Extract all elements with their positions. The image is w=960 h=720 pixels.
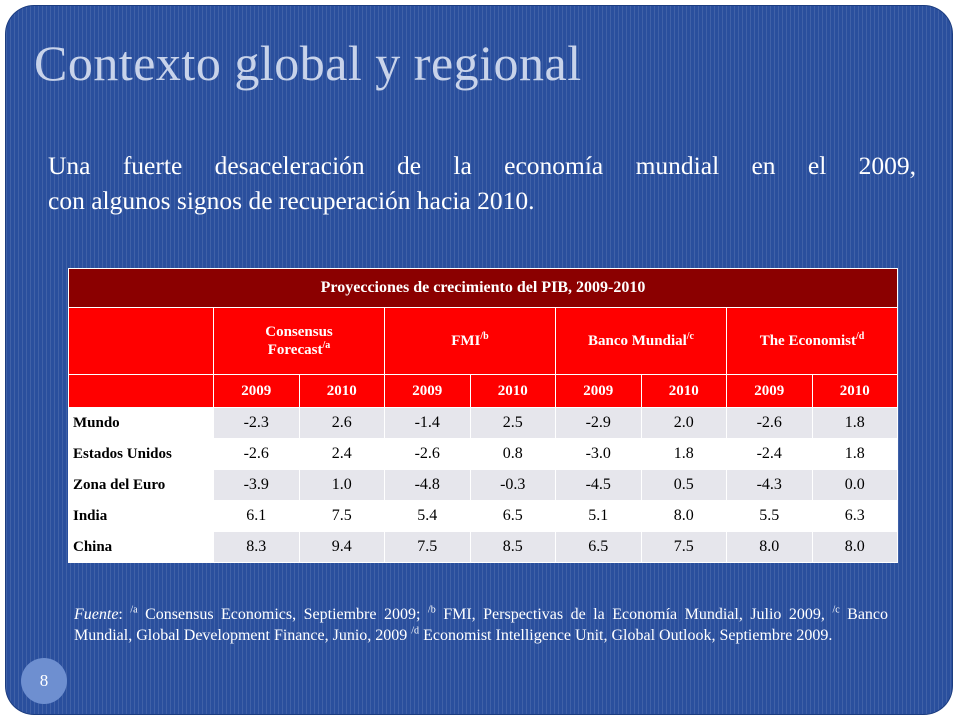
footnote-label: Fuente <box>74 606 119 623</box>
row-label: Zona del Euro <box>68 469 214 501</box>
source-note: /a <box>322 340 331 351</box>
row-label: China <box>68 531 214 563</box>
page-number: 8 <box>21 658 67 704</box>
source-header-blank <box>68 307 214 375</box>
table-cell: 6.5 <box>555 531 642 563</box>
table-cell: 1.8 <box>811 407 898 439</box>
table-cell: -4.8 <box>384 469 471 501</box>
gdp-projections-table: Proyecciones de crecimiento del PIB, 200… <box>68 268 898 563</box>
year-header: 2010 <box>811 374 898 408</box>
table-cell: 1.8 <box>640 438 727 470</box>
source-footnote: Fuente: /a Consensus Economics, Septiemb… <box>74 604 888 646</box>
table-row: China 8.3 9.4 7.5 8.5 6.5 7.5 8.0 8.0 <box>68 531 898 563</box>
year-header: 2010 <box>298 374 385 408</box>
footnote-note: /c <box>832 604 840 616</box>
table-cell: -2.4 <box>726 438 813 470</box>
table-cell: 7.5 <box>298 500 385 532</box>
table-cell: 8.0 <box>640 500 727 532</box>
table-cell: -0.3 <box>469 469 556 501</box>
table-cell: 2.6 <box>298 407 385 439</box>
table-caption: Proyecciones de crecimiento del PIB, 200… <box>68 268 898 308</box>
footnote-text: Banco Mundial, Global Development Financ… <box>74 606 889 644</box>
source-note: /b <box>480 331 489 342</box>
table-cell: -3.9 <box>213 469 300 501</box>
table-cell: -2.6 <box>726 407 813 439</box>
table-cell: -4.5 <box>555 469 642 501</box>
source-header-economist: The Economist/d <box>726 307 898 375</box>
table-cell: 6.1 <box>213 500 300 532</box>
slide-title: Contexto global y regional <box>34 35 582 91</box>
table-row: Mundo -2.3 2.6 -1.4 2.5 -2.9 2.0 -2.6 1.8 <box>68 407 898 439</box>
source-name: Consensus <box>265 324 333 340</box>
table-cell: -2.6 <box>213 438 300 470</box>
footnote-note: /a <box>130 604 138 616</box>
year-header: 2009 <box>555 374 642 408</box>
slide: Contexto global y regional Una fuerte de… <box>6 6 952 714</box>
year-header: 2009 <box>213 374 300 408</box>
table-cell: 5.5 <box>726 500 813 532</box>
table-cell: 2.0 <box>640 407 727 439</box>
table-cell: 1.8 <box>811 438 898 470</box>
year-header: 2009 <box>726 374 813 408</box>
row-label: India <box>68 500 214 532</box>
year-header: 2010 <box>640 374 727 408</box>
table-cell: -2.3 <box>213 407 300 439</box>
table-cell: 8.3 <box>213 531 300 563</box>
table-cell: -1.4 <box>384 407 471 439</box>
table-cell: -2.9 <box>555 407 642 439</box>
year-header: 2010 <box>469 374 556 408</box>
source-name: Forecast <box>267 342 323 358</box>
row-label: Mundo <box>68 407 214 439</box>
table-cell: 8.0 <box>811 531 898 563</box>
footnote-text: FMI, Perspectivas de la Economía Mundial… <box>435 606 833 623</box>
table-cell: 1.0 <box>298 469 385 501</box>
footnote-note: /d <box>411 625 420 637</box>
table-cell: -2.6 <box>384 438 471 470</box>
table-cell: -4.3 <box>726 469 813 501</box>
table-cell: 0.5 <box>640 469 727 501</box>
table-cell: 0.0 <box>811 469 898 501</box>
row-label: Estados Unidos <box>68 438 214 470</box>
table-cell: -3.0 <box>555 438 642 470</box>
source-header-banco-mundial: Banco Mundial/c <box>555 307 727 375</box>
source-name: The Economist <box>759 333 856 349</box>
table-cell: 2.4 <box>298 438 385 470</box>
footnote-text: Economist Intelligence Unit, Global Outl… <box>419 627 833 644</box>
source-name: FMI <box>451 333 481 349</box>
table-cell: 8.5 <box>469 531 556 563</box>
footnote-note: /b <box>427 604 436 616</box>
table-row: Estados Unidos -2.6 2.4 -2.6 0.8 -3.0 1.8 -2.4 1… <box>68 438 898 470</box>
table-cell: 2.5 <box>469 407 556 439</box>
table-cell: 7.5 <box>640 531 727 563</box>
table-cell: 5.4 <box>384 500 471 532</box>
table-row: India 6.1 7.5 5.4 6.5 5.1 8.0 5.5 6.3 <box>68 500 898 532</box>
subtitle-line-1: Una fuerte desaceleración de la economía… <box>48 151 916 180</box>
year-header: 2009 <box>384 374 471 408</box>
source-note: /c <box>686 331 694 342</box>
table-cell: 6.3 <box>811 500 898 532</box>
subtitle-line-2: con algunos signos de recuperación hacia… <box>48 186 535 215</box>
footnote-text: : <box>118 606 131 623</box>
footnote-text: Consensus Economics, Septiembre 2009; <box>137 606 428 623</box>
source-header-fmi: FMI/b <box>384 307 556 375</box>
table-cell: 6.5 <box>469 500 556 532</box>
table-cell: 8.0 <box>726 531 813 563</box>
source-note: /d <box>855 331 865 342</box>
table-cell: 5.1 <box>555 500 642 532</box>
year-header-blank <box>68 374 214 408</box>
table-cell: 0.8 <box>469 438 556 470</box>
source-header-consensus: Consensus Forecast/a <box>213 307 385 375</box>
source-name: Banco Mundial <box>588 333 687 349</box>
table-row: Zona del Euro -3.9 1.0 -4.8 -0.3 -4.5 0.5 -4.3 0… <box>68 469 898 501</box>
table-cell: 7.5 <box>384 531 471 563</box>
table-cell: 9.4 <box>298 531 385 563</box>
